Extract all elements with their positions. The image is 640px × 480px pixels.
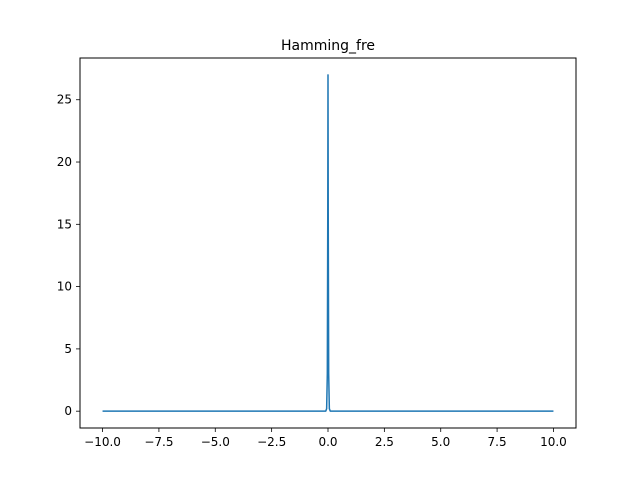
y-tick-label: 25 (57, 93, 72, 107)
y-tick-label: 20 (57, 155, 72, 169)
x-tick-label: −10.0 (84, 435, 121, 449)
y-tick-label: 0 (64, 404, 72, 418)
series-line-0 (102, 74, 554, 412)
x-tick-label: 10.0 (540, 435, 567, 449)
chart-title: Hamming_fre (281, 38, 375, 54)
x-tick-label: 5.0 (431, 435, 450, 449)
plot-area (102, 74, 554, 412)
y-tick-label: 5 (64, 342, 72, 356)
y-tick-label: 15 (57, 217, 72, 231)
x-tick-label: −7.5 (144, 435, 173, 449)
y-tick-label: 10 (57, 280, 72, 294)
x-tick-label: 0.0 (318, 435, 337, 449)
x-axis: −10.0 −7.5 −5.0 −2.5 0.0 2.5 5.0 7.5 10.0 (84, 428, 567, 449)
y-axis: 0 5 10 15 20 25 (57, 93, 80, 418)
x-tick-label: −2.5 (257, 435, 286, 449)
x-tick-label: 7.5 (488, 435, 507, 449)
x-tick-label: 2.5 (375, 435, 394, 449)
x-tick-label: −5.0 (201, 435, 230, 449)
